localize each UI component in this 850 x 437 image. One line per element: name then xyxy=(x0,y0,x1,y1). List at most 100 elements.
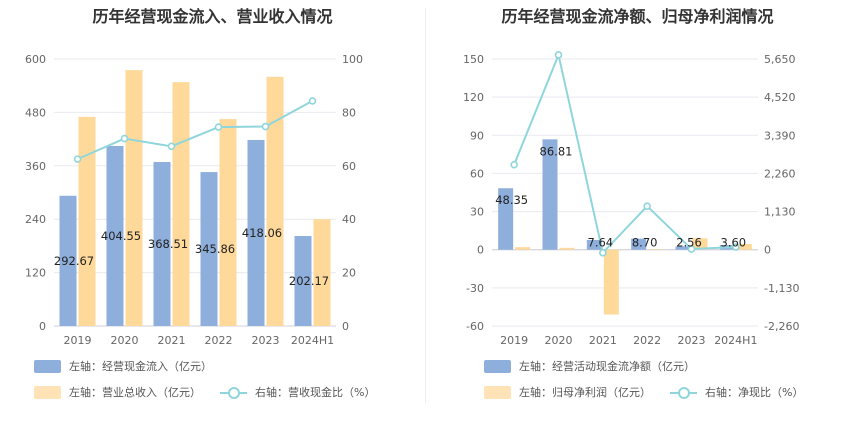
y-right-tick-label: 4,520 xyxy=(764,91,796,104)
right-chart-plot: -60 -30 0 30 60 90 120 150 -2,260 -1,130 0 1,130 2,2… xyxy=(463,51,799,347)
bar-data-label: 2.56 xyxy=(676,236,702,250)
legend-label: 左轴：经营活动现金流净额（亿元） xyxy=(519,360,695,373)
x-tick-label: 2019 xyxy=(64,334,92,347)
bar-data-label: 345.86 xyxy=(195,242,235,256)
bar-series-1 xyxy=(153,162,171,326)
bar-data-label: 418.06 xyxy=(242,226,282,240)
y-left-tick-label: 120 xyxy=(25,267,46,280)
y-right-tick-label: 80 xyxy=(342,106,356,119)
bar-series-2 xyxy=(125,70,143,326)
legend-swatch-blue xyxy=(34,359,61,373)
y-left-tick-label: 360 xyxy=(25,160,46,173)
x-tick-label: 2021 xyxy=(589,334,617,347)
line-point xyxy=(120,134,129,143)
y-left-tick-label: 480 xyxy=(25,106,46,119)
y-left-tick-label: 240 xyxy=(25,213,46,226)
bar-data-label: 202.17 xyxy=(289,274,329,288)
line-point xyxy=(510,160,518,169)
bar-series-2 xyxy=(313,219,331,326)
legend-label: 左轴：归母净利润（亿元） xyxy=(519,386,651,399)
line-series-3 xyxy=(513,51,736,255)
bar-data-label: 3.60 xyxy=(721,236,747,250)
bar-series-1 xyxy=(247,139,265,326)
bar-data-label: 48.35 xyxy=(495,193,528,207)
x-tick-label: 2024H1 xyxy=(714,334,757,347)
right-chart-title: 历年经营现金流净额、归母净利润情况 xyxy=(501,7,774,26)
bar-series-2 xyxy=(266,76,284,326)
y-left-tick-label: -30 xyxy=(466,282,484,295)
x-tick-label: 2020 xyxy=(545,334,573,347)
legend-label: 右轴：净现比（%） xyxy=(705,386,804,399)
legend-label: 左轴：营业总收入（亿元） xyxy=(69,386,201,399)
legend-item-ratio[interactable]: 右轴：营收现金比（%） xyxy=(220,384,375,400)
legend-label: 右轴：营收现金比（%） xyxy=(255,386,376,399)
bar-series-2 xyxy=(78,116,96,326)
legend-item-net-cash-ratio[interactable]: 右轴：净现比（%） xyxy=(670,384,803,400)
y-right-tick-label: 0 xyxy=(342,320,349,333)
bar-series-1 xyxy=(294,236,312,326)
bar-series-2 xyxy=(219,119,237,326)
legend-item-cash-inflow[interactable]: 左轴：经营现金流入（亿元） xyxy=(34,358,212,374)
legend-label: 左轴：经营现金流入（亿元） xyxy=(69,360,212,373)
left-chart-title: 历年经营现金流入、营业收入情况 xyxy=(92,7,333,26)
x-tick-label: 2022 xyxy=(633,334,661,347)
y-left-tick-label: 60 xyxy=(470,167,484,180)
x-tick-label: 2023 xyxy=(252,334,280,347)
legend-line-marker-icon xyxy=(220,386,247,399)
line-point xyxy=(554,51,563,59)
bar-series-2 xyxy=(603,249,619,315)
y-left-tick-label: 90 xyxy=(470,129,484,142)
legend-line-marker-icon xyxy=(670,386,697,399)
bar-series-1 xyxy=(498,188,514,250)
y-left-tick-label: 30 xyxy=(470,206,484,219)
y-left-tick-label: 0 xyxy=(477,244,484,257)
bar-data-label: 86.81 xyxy=(540,144,573,158)
legend-swatch-blue xyxy=(484,359,511,373)
legend-item-net-profit[interactable]: 左轴：归母净利润（亿元） xyxy=(484,384,651,400)
bar-series-2 xyxy=(172,82,190,326)
bar-data-label: 7.64 xyxy=(588,236,614,250)
panel-divider xyxy=(425,8,426,403)
x-tick-label: 2024H1 xyxy=(291,334,334,347)
line-point xyxy=(308,97,317,105)
left-chart-panel: 历年经营现金流入、营业收入情况 0 120 240 360 480 600 0 20 40 60 8… xyxy=(25,7,375,400)
bar-data-label: 292.67 xyxy=(54,254,94,268)
y-right-tick-label: 3,390 xyxy=(764,129,796,142)
y-right-tick-label: 1,130 xyxy=(764,206,796,219)
x-tick-label: 2021 xyxy=(158,334,186,347)
legend-swatch-orange xyxy=(484,385,511,399)
x-tick-label: 2020 xyxy=(111,334,139,347)
right-chart-panel: 历年经营现金流净额、归母净利润情况 -60 -30 0 30 60 90 120 150 -2,… xyxy=(425,0,850,437)
line-point xyxy=(167,142,176,151)
line-point xyxy=(643,202,651,210)
bar-series-2 xyxy=(692,238,708,250)
line-point xyxy=(73,155,82,163)
bar-series-1 xyxy=(106,145,124,326)
line-point xyxy=(261,122,270,131)
line-point xyxy=(599,248,607,257)
bar-series-2 xyxy=(648,249,664,250)
bar-series-1 xyxy=(675,246,691,250)
x-tick-label: 2022 xyxy=(205,334,233,347)
legend-item-net-cash-flow[interactable]: 左轴：经营活动现金流净额（亿元） xyxy=(484,358,695,374)
bar-series-1 xyxy=(586,240,602,250)
y-right-tick-label: 100 xyxy=(342,53,363,66)
line-series-3 xyxy=(77,100,313,161)
y-left-tick-label: 150 xyxy=(463,53,484,66)
bar-series-1 xyxy=(631,238,647,250)
line-point xyxy=(687,245,696,253)
x-tick-label: 2023 xyxy=(678,334,706,347)
legend-item-revenue[interactable]: 左轴：营业总收入（亿元） xyxy=(34,384,201,400)
y-left-tick-label: 0 xyxy=(39,320,46,333)
y-right-tick-label: 0 xyxy=(764,244,771,257)
bar-series-1 xyxy=(59,195,77,326)
y-left-tick-label: -60 xyxy=(466,320,484,333)
line-point xyxy=(214,123,223,131)
bar-data-label: 404.55 xyxy=(101,229,141,243)
bar-data-label: 8.70 xyxy=(632,236,658,250)
bar-series-2 xyxy=(736,243,752,250)
bar-series-1 xyxy=(542,139,558,250)
bar-series-2 xyxy=(559,247,575,250)
y-right-tick-label: -2,260 xyxy=(764,320,799,333)
y-right-tick-label: 2,260 xyxy=(764,167,796,180)
